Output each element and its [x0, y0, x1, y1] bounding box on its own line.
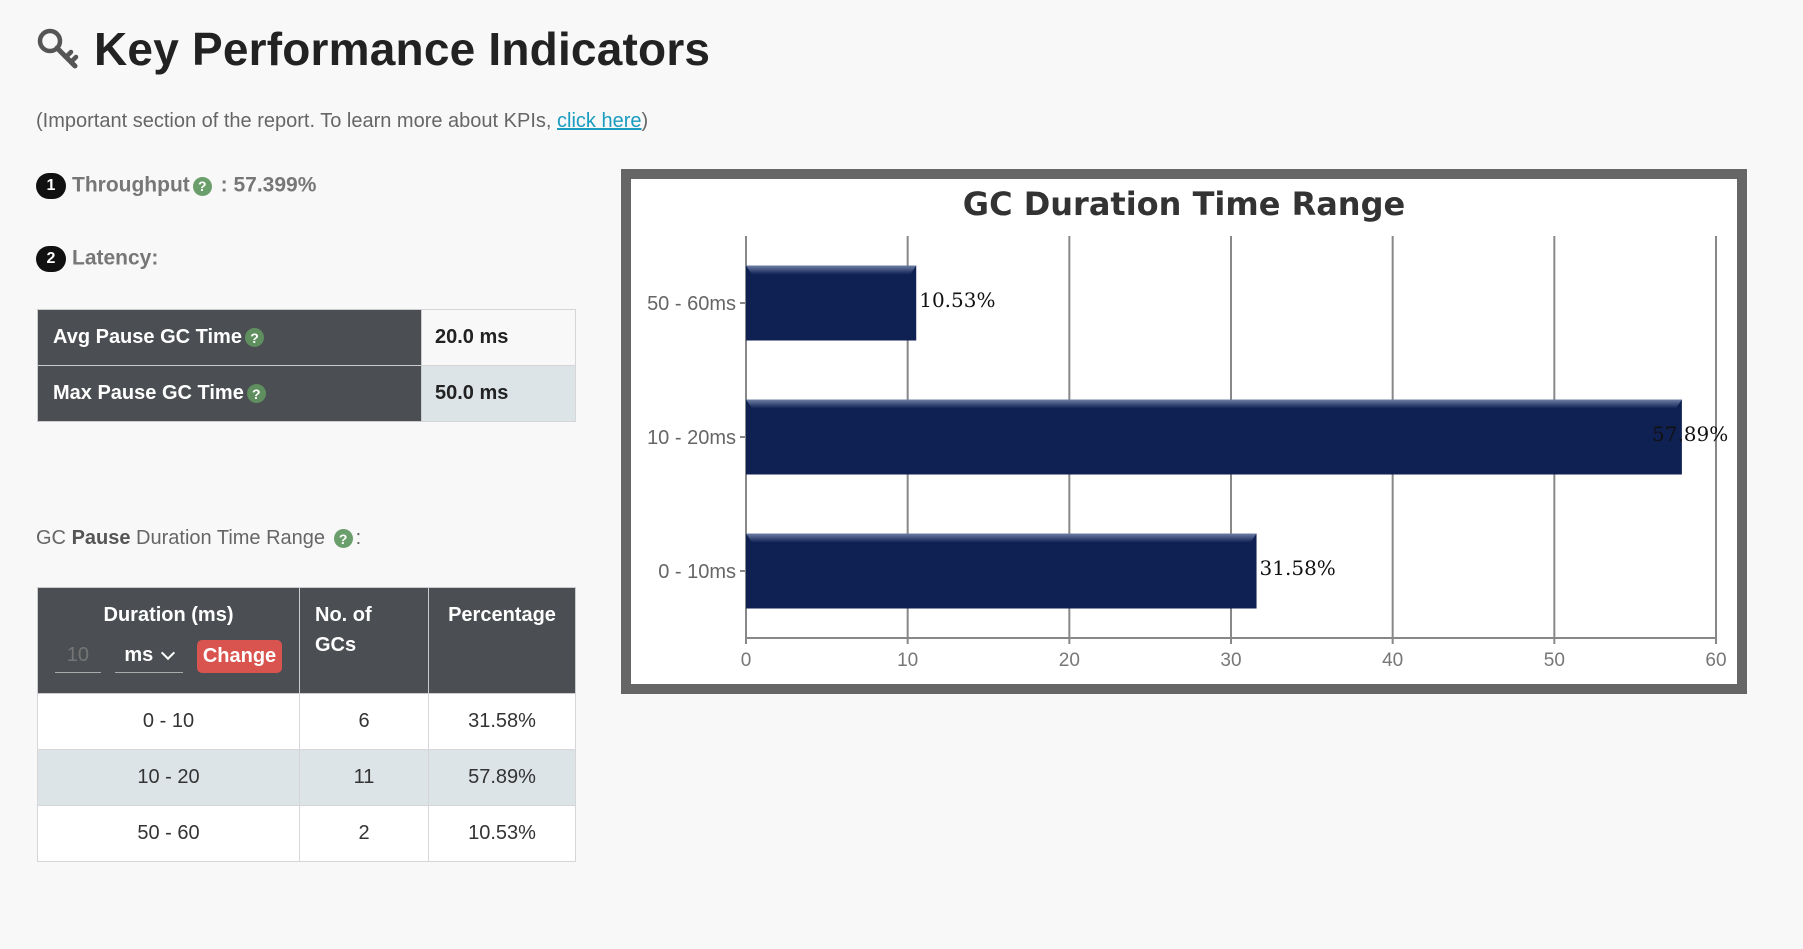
intro-prefix: (Important section of the report. To lea…: [36, 110, 558, 132]
latency-label: Latency:: [72, 246, 159, 270]
duration-header-label: Duration (ms): [103, 604, 234, 626]
intro-suffix: ): [641, 110, 649, 132]
percentage-cell: 57.89%: [428, 749, 576, 806]
table-row: 50 - 60 2 10.53%: [37, 805, 576, 862]
range-table: Duration (ms) ms Change No. of GCs Percen…: [37, 587, 576, 862]
x-tick-label: 50: [1544, 650, 1565, 671]
change-button[interactable]: Change: [196, 640, 283, 673]
percentage-cell: 10.53%: [428, 805, 576, 862]
duration-controls: ms Change: [38, 639, 299, 673]
max-pause-label: Max Pause GC Time: [53, 382, 244, 404]
range-heading-pre: GC: [36, 527, 72, 549]
chart-title: GC Duration Time Range: [963, 185, 1405, 223]
data-label: 10.53%: [919, 288, 995, 312]
percentage-header: Percentage: [428, 587, 576, 694]
intro-text: (Important section of the report. To lea…: [36, 110, 648, 133]
count-cell: 2: [299, 805, 429, 862]
latency-line: 2 Latency:: [36, 246, 158, 272]
range-heading: GC Pause Duration Time Range ?:: [36, 527, 361, 550]
y-tick-label: 10 - 20ms: [647, 427, 736, 449]
x-tick-label: 20: [1059, 650, 1080, 671]
avg-pause-label-cell: Avg Pause GC Time?: [37, 309, 422, 366]
range-cell: 50 - 60: [37, 805, 300, 862]
latency-table: Avg Pause GC Time? 20.0 ms Max Pause GC …: [37, 309, 576, 422]
help-icon[interactable]: ?: [246, 384, 266, 404]
data-label: 57.89%: [1652, 422, 1728, 446]
x-tick-label: 60: [1705, 650, 1726, 671]
interval-input[interactable]: [54, 639, 101, 673]
gc-count-header-line2: GCs: [315, 634, 357, 656]
max-pause-value: 50.0 ms: [421, 365, 576, 422]
avg-pause-label: Avg Pause GC Time: [53, 326, 242, 348]
y-tick-label: 0 - 10ms: [658, 561, 736, 583]
max-pause-label-cell: Max Pause GC Time?: [37, 365, 422, 422]
range-cell: 0 - 10: [37, 693, 300, 750]
x-tick-label: 0: [741, 650, 752, 671]
page-header: Key Performance Indicators: [36, 22, 710, 76]
y-tick-label: 50 - 60ms: [647, 293, 736, 315]
help-icon[interactable]: ?: [192, 176, 212, 196]
help-icon[interactable]: ?: [244, 328, 264, 348]
key-icon: [37, 28, 79, 69]
table-row: Max Pause GC Time? 50.0 ms: [37, 365, 576, 422]
duration-header: Duration (ms) ms Change: [37, 587, 300, 694]
bar: [746, 399, 1682, 475]
unit-select-value: ms: [124, 644, 154, 666]
table-row: 0 - 10 6 31.58%: [37, 693, 576, 750]
count-cell: 6: [299, 693, 429, 750]
x-tick-label: 40: [1382, 650, 1403, 671]
chart-frame: GC Duration Time Range 0 10 20 30 40 50 60 50 - …: [621, 169, 1747, 694]
table-header-row: Duration (ms) ms Change No. of GCs Percen…: [37, 587, 576, 694]
section-number-badge: 2: [36, 246, 66, 272]
unit-select[interactable]: ms: [114, 639, 183, 673]
range-heading-post: Duration Time Range: [130, 527, 326, 549]
range-heading-bold: Pause: [71, 527, 131, 549]
gc-duration-chart: GC Duration Time Range 0 10 20 30 40 50 60 50 - …: [647, 185, 1728, 671]
throughput-value: : 57.399%: [214, 173, 317, 197]
avg-pause-value: 20.0 ms: [421, 309, 576, 366]
range-heading-colon: :: [355, 527, 362, 549]
bar: [746, 533, 1257, 609]
throughput-label: Throughput: [72, 173, 190, 197]
bar: [746, 265, 917, 341]
section-number-badge: 1: [36, 173, 66, 199]
x-tick-label: 10: [897, 650, 918, 671]
chart-panel: GC Duration Time Range 0 10 20 30 40 50 60 50 - …: [631, 179, 1737, 684]
bar-highlight: [746, 533, 1257, 543]
page-title: Key Performance Indicators: [94, 23, 711, 75]
range-cell: 10 - 20: [37, 749, 300, 806]
count-cell: 11: [299, 749, 429, 806]
bar-highlight: [746, 399, 1682, 409]
help-icon[interactable]: ?: [333, 529, 353, 549]
bar-highlight: [746, 265, 917, 275]
gc-count-header: No. of GCs: [299, 587, 429, 694]
kpi-info-link[interactable]: click here: [557, 110, 642, 132]
chevron-down-icon: [161, 645, 176, 661]
table-row: 10 - 20 11 57.89%: [37, 749, 576, 806]
x-tick-label: 30: [1220, 650, 1241, 671]
throughput-line: 1 Throughput? : 57.399%: [36, 173, 316, 199]
data-label: 31.58%: [1260, 556, 1336, 580]
percentage-cell: 31.58%: [428, 693, 576, 750]
gc-count-header-line1: No. of: [315, 604, 372, 626]
table-row: Avg Pause GC Time? 20.0 ms: [37, 309, 576, 366]
